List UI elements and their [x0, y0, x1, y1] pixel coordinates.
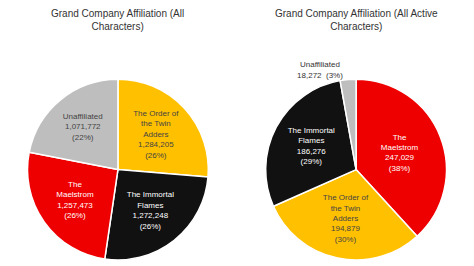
svg-text:The ImmortalFlames1,272,248(26: The ImmortalFlames1,272,248(26%) [127, 190, 174, 230]
svg-text:Grand Company Affiliation (All: Grand Company Affiliation (All ActiveCha… [275, 8, 438, 32]
svg-text:Grand Company Affiliation (All: Grand Company Affiliation (AllCharacters… [51, 8, 184, 32]
svg-text:TheMaelstrom1,257,473(26%): TheMaelstrom1,257,473(26%) [56, 180, 94, 220]
svg-text:The Order ofthe TwinAdders194,: The Order ofthe TwinAdders194,879(30%) [323, 193, 369, 244]
svg-text:Unaffiliated1,071,772(22%): Unaffiliated1,071,772(22%) [63, 112, 103, 142]
svg-text:TheMaelstrom247,029(38%): TheMaelstrom247,029(38%) [381, 133, 419, 173]
svg-text:The Order ofthe TwinAdders1,28: The Order ofthe TwinAdders1,284,205(26%) [133, 109, 179, 160]
svg-text:Unaffiliated18,272 (3%): Unaffiliated18,272 (3%) [297, 60, 343, 79]
svg-text:The ImmortalFlames186,276(29%): The ImmortalFlames186,276(29%) [288, 126, 335, 166]
